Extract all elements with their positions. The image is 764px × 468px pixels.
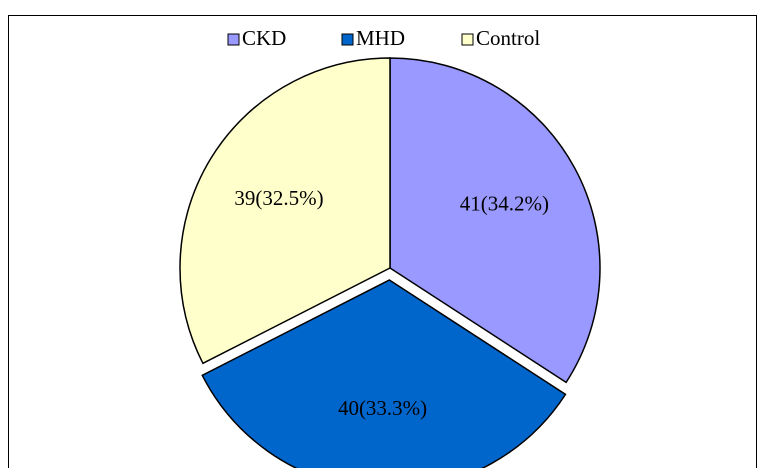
slice-label: 41(34.2%) [460,192,549,216]
pie-slice [201,279,567,468]
legend-label: MHD [356,26,405,50]
legend-swatch [227,33,240,46]
legend-swatch [341,33,354,46]
slice-label: 40(33.3%) [338,396,427,420]
legend-label: Control [476,26,540,50]
slice-label: 39(32.5%) [234,186,323,210]
pie-slice [389,57,601,384]
legend-label: CKD [242,26,286,50]
legend-swatch [461,33,474,46]
pie-slice [179,57,391,365]
plot-frame [8,15,757,468]
